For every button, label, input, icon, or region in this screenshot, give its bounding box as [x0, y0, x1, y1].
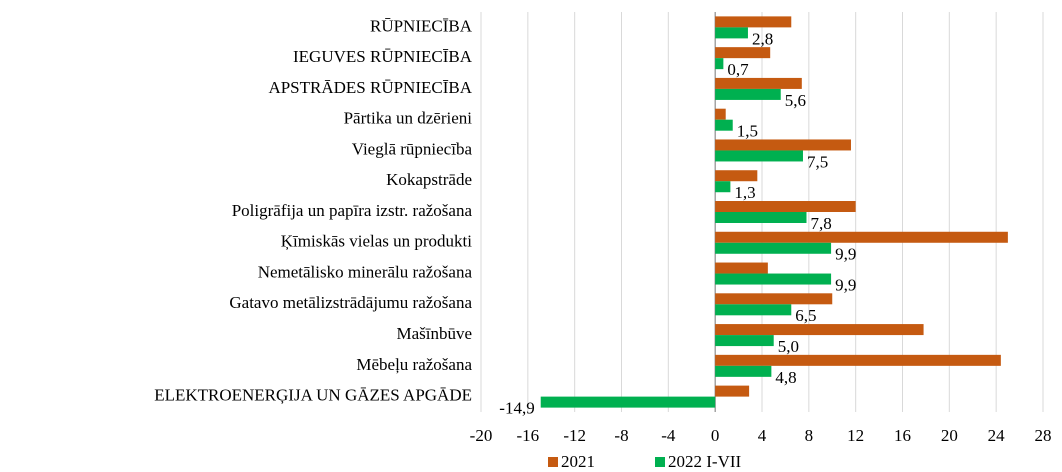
bar: [715, 150, 803, 162]
y-tick-label: APSTRĀDES RŪPNIECĪBA: [268, 78, 472, 97]
bar: [715, 16, 792, 28]
x-tick-label: 12: [847, 426, 864, 445]
x-tick-label: -4: [661, 426, 676, 445]
bar: [715, 324, 924, 336]
bar: [715, 293, 833, 305]
legend-label: 2022 I-VII: [668, 452, 742, 471]
value-label: 7,5: [807, 152, 828, 171]
value-label: 0,7: [727, 60, 749, 79]
y-tick-label: Ķīmiskās vielas un produkti: [281, 232, 473, 251]
x-tick-label: -8: [614, 426, 628, 445]
y-tick-label: Kokapstrāde: [386, 170, 472, 189]
value-label: 1,5: [737, 122, 758, 141]
x-tick-label: 0: [711, 426, 720, 445]
x-tick-label: 4: [758, 426, 767, 445]
bar: [715, 354, 1001, 366]
y-tick-label: RŪPNIECĪBA: [370, 16, 473, 35]
value-label: -14,9: [499, 399, 534, 418]
bar: [715, 58, 724, 70]
y-tick-label: Gatavo metālizstrādājumu ražošana: [229, 293, 472, 312]
y-tick-label: Mēbeļu ražošana: [356, 355, 472, 374]
y-tick-label: IEGUVES RŪPNIECĪBA: [293, 47, 473, 66]
value-label: 6,5: [795, 306, 816, 325]
value-label: 1,3: [734, 183, 755, 202]
bar: [715, 27, 748, 39]
legend-swatch: [655, 457, 665, 467]
bar: [715, 212, 807, 223]
x-tick-label: 8: [805, 426, 814, 445]
bar: [715, 181, 731, 193]
bar: [715, 242, 832, 254]
bar: [715, 108, 726, 120]
bar: [715, 201, 856, 212]
x-tick-label: -12: [563, 426, 586, 445]
value-label: 4,8: [775, 368, 796, 387]
value-label: 9,9: [835, 245, 856, 264]
y-tick-label: Poligrāfija un papīra izstr. ražošana: [232, 201, 473, 220]
bar: [715, 365, 772, 377]
bar: [715, 262, 768, 274]
bar: [715, 119, 733, 131]
bar: [715, 385, 750, 397]
bar: [715, 304, 792, 316]
bar: [715, 335, 774, 347]
value-label: 2,8: [752, 29, 773, 48]
value-label: 5,6: [785, 91, 806, 110]
y-tick-label: ELEKTROENERĢIJA UN GĀZES APGĀDE: [154, 386, 472, 405]
bar: [540, 396, 716, 408]
legend-swatch: [548, 457, 558, 467]
value-label: 9,9: [835, 275, 856, 294]
y-tick-label: Vieglā rūpniecība: [352, 139, 473, 158]
bar: [715, 88, 781, 100]
value-label: 5,0: [778, 337, 799, 356]
bar: [715, 77, 802, 89]
bar: [715, 47, 771, 59]
y-tick-label: Nemetālisko minerālu ražošana: [258, 262, 473, 281]
y-tick-label: Mašīnbūve: [396, 324, 472, 343]
legend-label: 2021: [561, 452, 595, 471]
x-tick-label: 28: [1035, 426, 1052, 445]
x-tick-label: 24: [988, 426, 1006, 445]
y-tick-label: Pārtika un dzērieni: [344, 109, 473, 128]
bar: [715, 170, 758, 182]
x-tick-label: -16: [516, 426, 539, 445]
x-tick-label: 20: [941, 426, 958, 445]
bar: [715, 139, 851, 151]
bar: [715, 273, 832, 285]
x-tick-label: 16: [894, 426, 911, 445]
x-tick-label: -20: [470, 426, 493, 445]
bar: [715, 231, 1008, 243]
value-label: 7,8: [810, 214, 831, 233]
